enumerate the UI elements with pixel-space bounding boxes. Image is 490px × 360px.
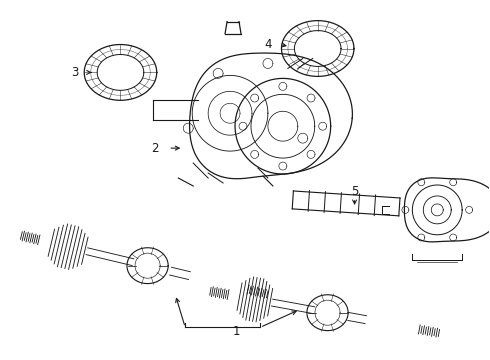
Text: 1: 1	[232, 325, 240, 338]
Text: 5: 5	[351, 185, 358, 198]
Text: 3: 3	[71, 66, 78, 79]
Text: 4: 4	[264, 38, 271, 51]
Text: 2: 2	[151, 141, 159, 155]
